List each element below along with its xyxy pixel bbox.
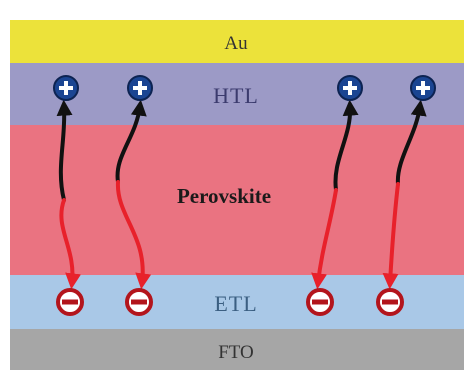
htl-layer xyxy=(10,63,464,125)
hole-1-plus-circle-icon xyxy=(53,75,79,101)
perovskite-label: Perovskite xyxy=(177,184,271,208)
electron-1-minus-circle-icon xyxy=(56,288,84,316)
electron-2-minus-circle-icon xyxy=(125,288,153,316)
htl-label: HTL xyxy=(213,83,259,108)
electron-3-minus-circle-icon xyxy=(306,288,334,316)
hole-4-plus-circle-icon xyxy=(410,75,436,101)
perovskite-layer xyxy=(10,125,464,275)
charge-path-2 xyxy=(115,99,152,290)
etl-label: ETL xyxy=(214,291,257,316)
au-layer xyxy=(10,20,464,63)
hole-3-plus-circle-icon xyxy=(337,75,363,101)
electron-4-minus-circle-icon xyxy=(376,288,404,316)
fto-layer xyxy=(10,329,464,370)
charge-path-1 xyxy=(56,99,82,290)
charge-path-4 xyxy=(382,99,427,290)
hole-2-plus-circle-icon xyxy=(127,75,153,101)
charge-path-3 xyxy=(311,99,359,290)
au-label: Au xyxy=(224,33,248,54)
fto-label: FTO xyxy=(218,342,254,363)
